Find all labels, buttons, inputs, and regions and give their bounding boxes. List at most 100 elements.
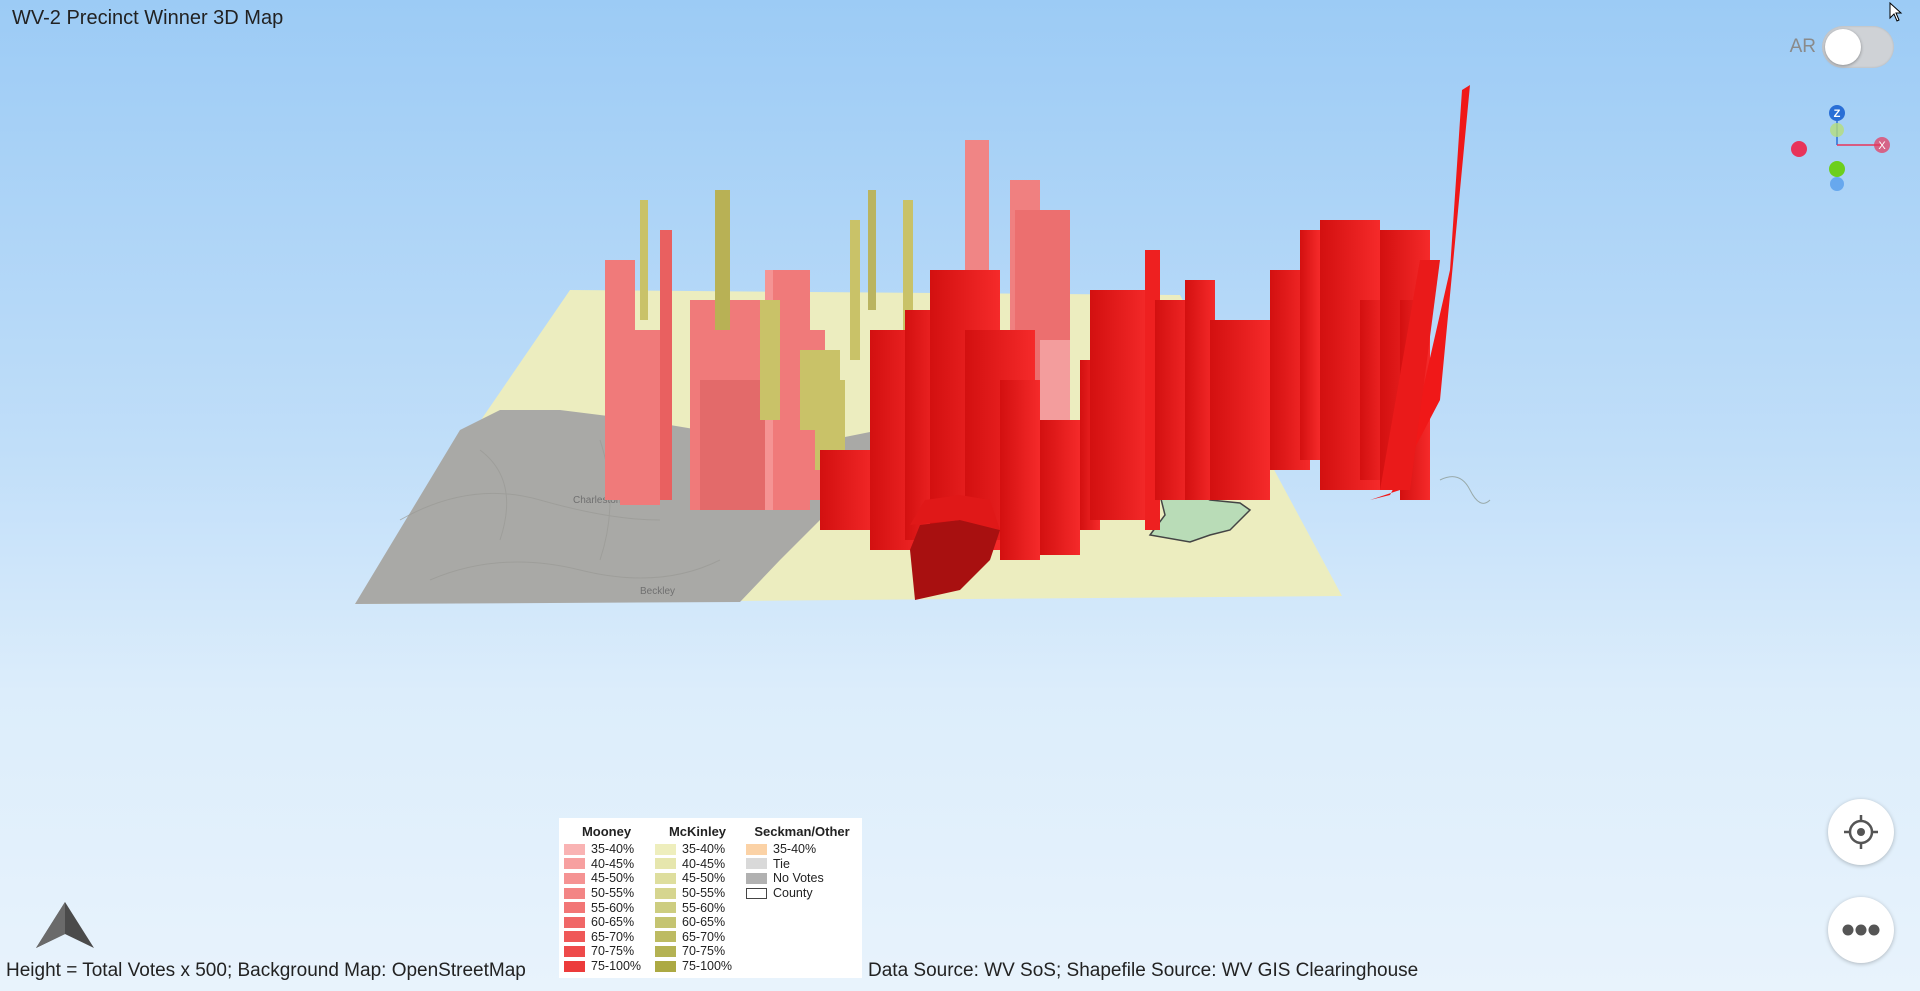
legend-swatch [746,887,767,899]
legend-swatch [655,931,676,943]
legend-item: 75-100% [564,959,649,974]
legend-swatch [564,887,585,899]
legend-item-label: 70-75% [682,944,726,959]
legend-swatch [564,945,585,957]
legend-title: McKinley [668,824,727,839]
legend-item-label: 45-50% [682,871,726,886]
legend-item-label: 35-40% [682,842,726,857]
more-dots-icon [1842,924,1880,936]
axis-y-dot [1829,161,1845,177]
axis-neg-x-dot [1791,141,1807,157]
legend-item: 55-60% [655,900,740,915]
ar-toggle[interactable] [1822,26,1894,68]
legend-swatch [655,902,676,914]
legend-item: Tie [746,857,858,872]
footer-height-note: Height = Total Votes x 500; Background M… [6,960,526,981]
north-arrow-icon[interactable] [34,900,96,952]
legend-item-label: 75-100% [682,959,733,974]
legend-item-label: 40-45% [682,856,726,871]
legend-swatch [564,872,585,884]
legend-swatch [655,945,676,957]
legend-swatch [564,916,585,928]
legend-item: 50-55% [564,886,649,901]
svg-text:Z: Z [1834,108,1841,120]
legend-item: 60-65% [564,915,649,930]
legend-swatch [564,960,585,972]
map-label-beckley: Beckley [640,586,675,597]
legend-item-label: 65-70% [591,929,635,944]
legend-item: 65-70% [564,930,649,945]
legend-item: 35-40% [655,842,740,857]
legend-item-label: 70-75% [591,944,635,959]
legend-swatch [655,872,676,884]
legend-item-label: 40-45% [591,856,635,871]
more-options-button[interactable] [1828,897,1894,963]
legend-item-label: 65-70% [682,929,726,944]
legend-item: 55-60% [564,900,649,915]
legend-item: 45-50% [564,871,649,886]
axis-neg-z-dot [1830,177,1844,191]
legend-swatch [746,858,767,870]
legend-item: 35-40% [746,842,858,857]
legend-column-mckinley: McKinley 35-40% 40-45% 45-50% 50-55% 55-… [655,824,740,973]
locate-button[interactable] [1828,799,1894,865]
legend-item-label: 45-50% [591,871,635,886]
legend-swatch [564,843,585,855]
legend-swatch [564,858,585,870]
legend-item-label: Tie [773,856,790,871]
legend-swatch [655,916,676,928]
legend-column-mooney: Mooney 35-40% 40-45% 45-50% 50-55% 55-60… [564,824,649,973]
legend-swatch [655,887,676,899]
legend-item-label: 50-55% [682,886,726,901]
ar-switch-group: AR [1790,26,1894,68]
legend-title: Mooney [581,824,632,839]
legend-item: County [746,886,858,901]
legend-item-label: 35-40% [773,842,817,857]
legend-item: 70-75% [655,944,740,959]
map-label-charleston: Charleston [573,495,621,506]
legend-title: Seckman/Other [754,824,850,839]
axis-y-back-dot [1830,123,1844,137]
ar-label: AR [1789,36,1816,57]
legend-column-seckman: Seckman/Other 35-40% Tie No Votes County [746,824,858,900]
legend-item: 40-45% [564,857,649,872]
axis-x-dot [1874,137,1890,153]
crosshair-icon [1844,815,1878,849]
mouse-cursor-icon [1889,2,1903,22]
legend-item: 60-65% [655,915,740,930]
legend-item-label: 75-100% [591,959,642,974]
legend-item: 75-100% [655,959,740,974]
legend-swatch [746,872,767,884]
front-red-block [910,520,1000,600]
legend-item: 65-70% [655,930,740,945]
axis-z-dot [1829,105,1845,121]
legend-swatch [746,843,767,855]
legend-item-label: 60-65% [591,915,635,930]
legend-item-label: 35-40% [591,842,635,857]
legend-item: 70-75% [564,944,649,959]
legend-swatch [655,960,676,972]
legend-item-label: 50-55% [591,886,635,901]
axis-gizmo[interactable]: Z X [1785,103,1895,195]
legend-item: 40-45% [655,857,740,872]
legend-swatch [564,931,585,943]
legend-item-label: 60-65% [682,915,726,930]
legend-item: 35-40% [564,842,649,857]
legend-item-label: 55-60% [591,900,635,915]
legend-swatch [655,843,676,855]
legend-item-label: County [773,886,813,901]
legend-item: No Votes [746,871,858,886]
footer-data-source: Data Source: WV SoS; Shapefile Source: W… [868,960,1419,981]
legend-swatch [655,858,676,870]
legend-item: 45-50% [655,871,740,886]
svg-text:X: X [1878,140,1886,152]
precinct-bars-center [820,85,1470,560]
ar-toggle-knob [1825,29,1861,65]
legend-item-label: 55-60% [682,900,726,915]
legend: Mooney 35-40% 40-45% 45-50% 50-55% 55-60… [559,818,862,978]
page-title: WV-2 Precinct Winner 3D Map [12,7,284,29]
legend-swatch [564,902,585,914]
legend-item-label: No Votes [773,871,824,886]
legend-item: 50-55% [655,886,740,901]
